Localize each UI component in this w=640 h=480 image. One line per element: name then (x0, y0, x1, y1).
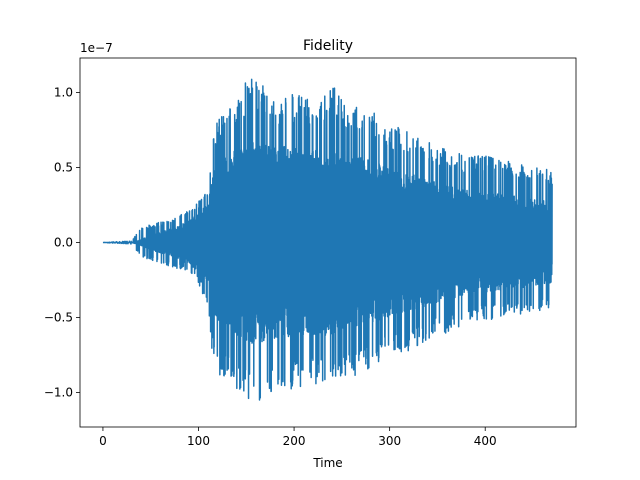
x-axis-ticks: 0 100 200 300 400 (99, 427, 497, 448)
y-axis-offset-label: 1e−7 (80, 41, 113, 55)
x-tick-label: 400 (474, 434, 497, 448)
y-tick-label: 0.5 (54, 161, 73, 175)
chart-title: Fidelity (303, 38, 353, 54)
signal-line (102, 78, 553, 401)
y-axis-ticks: −1.0 −0.5 0.0 0.5 1.0 (44, 86, 80, 400)
y-tick-label: −1.0 (44, 386, 73, 400)
y-tick-label: 1.0 (54, 86, 73, 100)
x-tick-label: 0 (99, 434, 107, 448)
x-axis-label: Time (312, 456, 342, 470)
x-tick-label: 100 (187, 434, 210, 448)
x-tick-label: 300 (378, 434, 401, 448)
signal-series (102, 78, 553, 401)
y-tick-label: −0.5 (44, 311, 73, 325)
y-tick-label: 0.0 (54, 236, 73, 250)
x-tick-label: 200 (283, 434, 306, 448)
